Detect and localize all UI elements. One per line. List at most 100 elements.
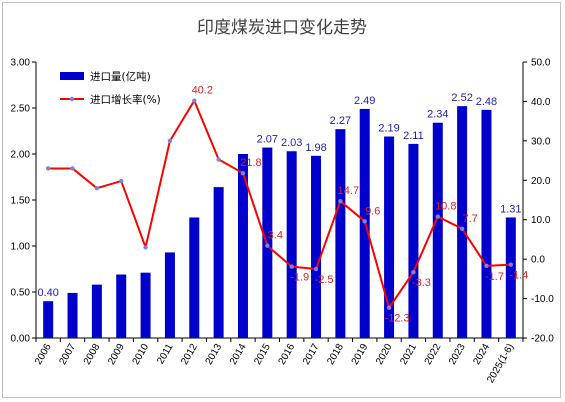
y-right-tick-label: 0.0 [531,255,545,266]
line-data-label: -3.3 [412,277,431,289]
bar [91,284,102,338]
bar [189,217,200,338]
bar-data-label: 2.27 [330,115,351,127]
bar [43,301,54,338]
bar [116,274,127,338]
bar [505,217,516,338]
x-tick-label: 2011 [155,342,175,367]
y-left-tick-label: 2.00 [11,150,31,161]
line-data-label: 14.7 [338,185,359,197]
line-point [459,226,465,231]
line-data-label: 3.4 [268,230,283,242]
legend-label-bar: 进口量(亿吨) [90,70,151,83]
bar [432,122,443,338]
y-right-tick-label: 50.0 [531,58,551,69]
x-tick-label: 2023 [447,342,468,367]
bar-data-label: 2.52 [451,92,472,104]
line-data-label: -12.3 [385,313,410,325]
line-point [70,166,75,171]
line-point [192,98,197,103]
growth-rate-line [48,99,511,309]
x-tick-label: 2009 [106,342,127,367]
x-tick-label: 2022 [423,342,444,367]
line-data-label: 10.8 [435,201,456,213]
y-right-tick-label: -10.0 [531,294,554,305]
bar-data-label: 2.11 [403,130,424,142]
line-data-label: 9.6 [365,205,380,217]
line-point [313,266,319,272]
x-tick-label: 2008 [82,342,103,367]
line-point [265,243,270,248]
line-point [167,138,173,144]
line-point [119,178,124,184]
y-right-tick-label: -20.0 [531,334,554,345]
x-tick-label: 2017 [301,342,322,367]
x-tick-label: 2014 [228,342,249,367]
line-point [386,305,392,310]
chart-title: 印度煤炭进口变化走势 [197,18,367,38]
bar-data-label: 2.19 [378,123,399,135]
x-tick-label: 2018 [325,342,346,367]
bar [408,143,419,338]
legend-swatch-bar [60,72,84,80]
x-tick-label: 2016 [277,342,298,367]
line-point [45,166,51,171]
line-data-label: -1.7 [485,271,504,283]
x-tick-label: 2021 [398,342,419,367]
line-point [435,214,440,219]
y-left-tick-label: 1.00 [11,242,31,253]
y-left-tick-label: 0.50 [11,288,31,299]
bar [457,106,468,338]
x-tick-label: 2012 [179,342,200,367]
y-right-tick-label: 30.0 [531,136,551,147]
line-data-label: 21.8 [240,157,261,169]
legend-label-line: 进口增长率(%) [90,93,161,106]
x-tick-label: 2006 [33,342,54,367]
y-left-tick-label: 2.50 [11,104,31,115]
line-point [508,262,514,267]
x-tick-label: 2020 [374,342,395,367]
y-left-tick-label: 0.00 [11,334,31,345]
bar [237,154,248,338]
y-right-tick-label: 20.0 [531,176,551,187]
bar-data-label: 2.48 [476,96,497,108]
bar-data-label: 2.03 [281,137,302,149]
line-point [143,245,148,250]
x-tick-label: 2013 [204,342,225,367]
line-data-label: -1.9 [290,272,309,284]
bar-data-label: 1.98 [305,142,326,154]
x-tick-label: 2024 [471,342,492,367]
bar-data-label: 1.31 [500,203,521,215]
line-point [289,264,294,269]
bar [286,151,297,338]
x-tick-label: 2015 [252,342,273,367]
y-left-tick-label: 3.00 [11,58,31,69]
line-point [484,263,489,269]
line-point [240,170,246,176]
y-right-tick-label: 40.0 [531,97,551,108]
bar [311,155,322,338]
bar [140,272,151,338]
line-data-label: -2.5 [315,274,334,286]
line-point [338,198,343,204]
bar-data-label: 2.07 [257,134,278,146]
bar [164,252,175,338]
line-data-label: 7.7 [462,213,477,225]
bar-data-label: 2.34 [427,109,448,121]
legend-swatch-marker [69,96,75,102]
x-tick-label: 2019 [350,342,371,367]
bar [481,109,492,338]
bar [213,187,224,338]
line-point [411,269,416,275]
line-point [216,157,221,162]
x-tick-label: 2007 [57,342,78,367]
line-data-label: 40.2 [192,85,213,97]
bar-data-label: 0.40 [37,287,58,299]
line-point [362,219,367,224]
y-right-tick-label: 10.0 [531,215,551,226]
bar [384,136,395,338]
line-point [94,185,100,191]
bar [335,129,346,338]
line-data-label: -1.4 [509,270,528,282]
